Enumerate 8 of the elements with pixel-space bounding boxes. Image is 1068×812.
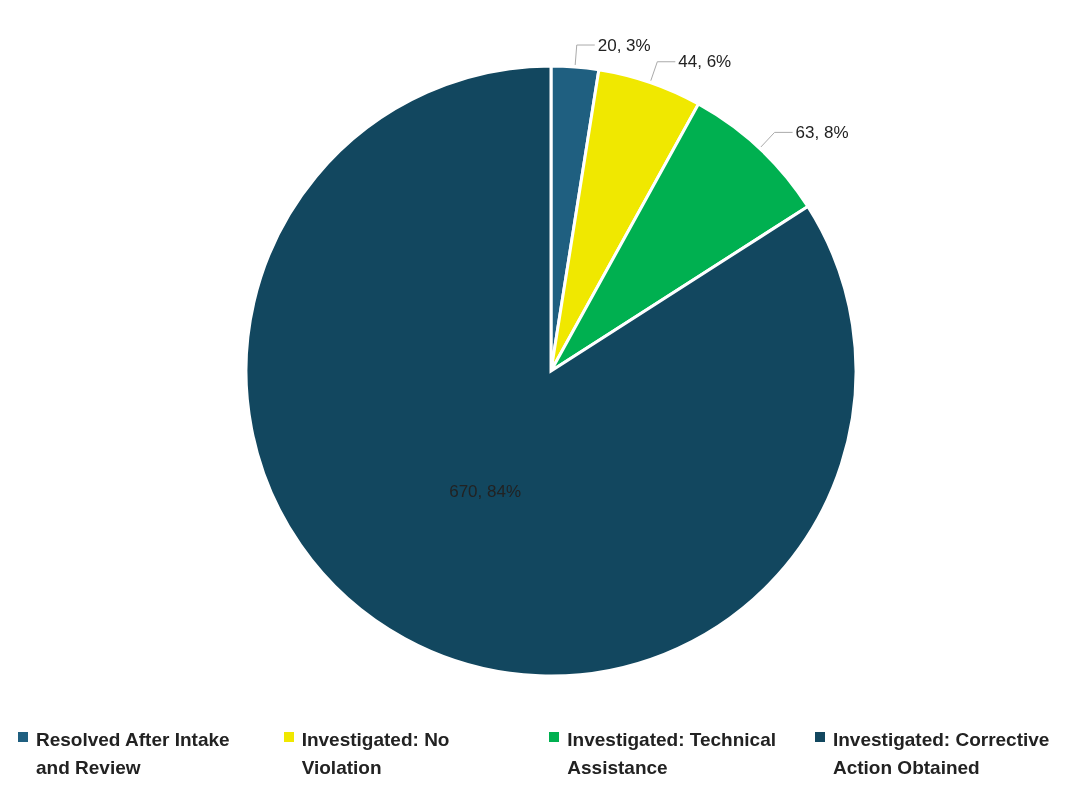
legend-label: Investigated: No Violation bbox=[301, 728, 451, 780]
data-label: 670, 84% bbox=[449, 481, 522, 501]
data-label: 63, 8% bbox=[795, 122, 849, 142]
legend-label: Investigated: Corrective Action Obtained bbox=[832, 728, 1050, 780]
legend-label: Resolved After Intake and Review bbox=[36, 728, 231, 780]
legend-label: Investigated: Technical Assistance bbox=[567, 728, 777, 780]
data-label: 20, 3% bbox=[597, 35, 651, 55]
data-label: 44, 6% bbox=[678, 52, 732, 72]
